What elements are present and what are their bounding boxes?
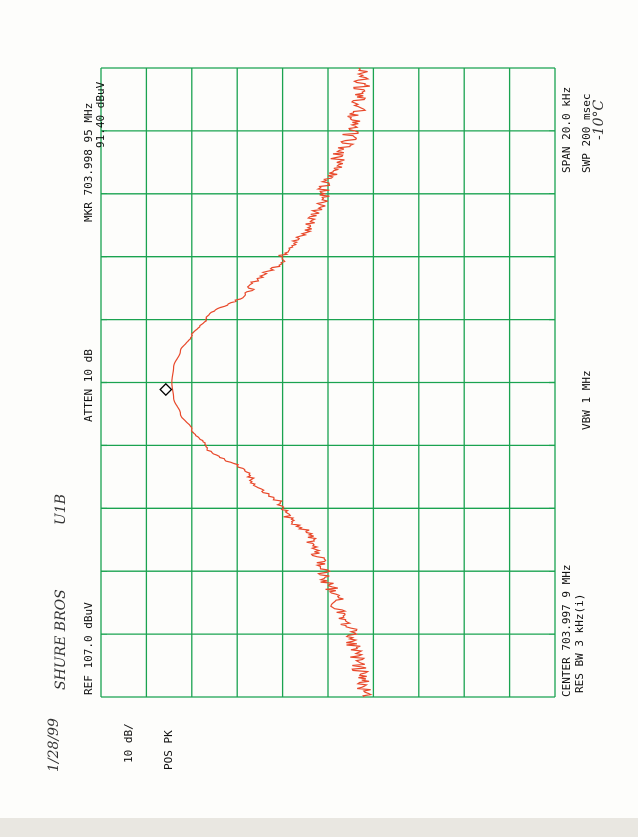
handwritten-temperature: -10°C — [591, 99, 607, 140]
center-frequency-label: CENTER 703.997 9 MHz — [560, 565, 573, 697]
chart-grid — [100, 67, 556, 698]
attenuation-label: ATTEN 10 dB — [82, 349, 95, 422]
handwritten-model: U1B — [53, 494, 69, 525]
handwritten-date: 1/28/99 — [46, 718, 62, 772]
scan-edge — [0, 818, 638, 837]
span-label: SPAN 20.0 kHz — [560, 87, 573, 173]
ref-level-label: REF 107.0 dBuV — [82, 602, 95, 695]
marker-level-label: 91.40 dBuV — [94, 81, 107, 148]
peak-marker — [159, 382, 173, 397]
sweep-label: SWP 200 msec — [580, 94, 593, 173]
handwritten-company: SHURE BROS — [53, 589, 69, 690]
vbw-label: VBW 1 MHz — [580, 370, 593, 430]
res-bw-label: RES BW 3 kHz(i) — [573, 594, 586, 693]
detector-label: POS PK — [162, 730, 175, 770]
scale-label: 10 dB/ — [122, 723, 135, 763]
marker-frequency-label: MKR 703.998 95 MHz — [82, 103, 95, 222]
spectrum-trace — [171, 67, 373, 698]
